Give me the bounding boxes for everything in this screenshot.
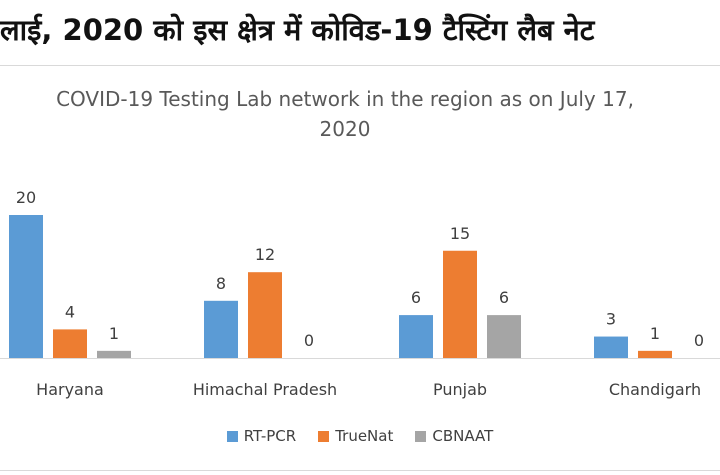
category-label: Chandigarh xyxy=(609,380,701,399)
data-label: 6 xyxy=(499,288,509,307)
bar-truenat-haryana xyxy=(53,329,87,358)
legend-label: TrueNat xyxy=(335,427,394,445)
legend-item: RT-PCR xyxy=(226,426,297,446)
legend-label: RT-PCR xyxy=(243,427,297,445)
category-label: Haryana xyxy=(36,380,104,399)
legend-label: CBNAAT xyxy=(432,427,494,445)
bar-truenat-punjab xyxy=(443,250,477,358)
bar-cbnaat-punjab xyxy=(487,315,521,358)
chart-frame-top xyxy=(0,65,720,66)
data-label: 1 xyxy=(650,324,660,343)
bar-rt-pcr-himachal-pradesh xyxy=(204,300,238,358)
data-label: 8 xyxy=(216,274,226,293)
bar-truenat-himachal-pradesh xyxy=(248,272,282,358)
bar-truenat-chandigarh xyxy=(638,350,672,358)
bar-rt-pcr-chandigarh xyxy=(594,336,628,358)
chart-title: COVID-19 Testing Lab network in the regi… xyxy=(0,84,690,144)
data-label: 4 xyxy=(65,302,75,321)
chart-frame-bottom xyxy=(0,470,720,471)
data-label: 1 xyxy=(109,324,119,343)
legend-item: TrueNat xyxy=(318,426,393,446)
category-label: Punjab xyxy=(433,380,487,399)
headline: लाई, 2020 को इस क्षेत्र में कोविड-19 टैस… xyxy=(0,13,595,47)
legend-item: CBNAAT xyxy=(415,426,493,446)
data-label: 0 xyxy=(694,331,704,350)
chart-title-line-1: COVID-19 Testing Lab network in the regi… xyxy=(56,87,634,111)
chart-legend: RT-PCR TrueNat CBNAAT xyxy=(0,426,720,446)
data-label: 20 xyxy=(16,188,36,207)
bar-cbnaat-haryana xyxy=(97,350,131,358)
legend-swatch xyxy=(415,430,427,442)
bar-rt-pcr-haryana xyxy=(9,215,43,358)
legend-swatch xyxy=(226,430,238,442)
data-label: 12 xyxy=(255,245,275,264)
data-label: 15 xyxy=(450,224,470,243)
data-label: 6 xyxy=(411,288,421,307)
category-label: Himachal Pradesh xyxy=(193,380,337,399)
chart-title-line-2: 2020 xyxy=(319,117,371,141)
bar-rt-pcr-punjab xyxy=(399,315,433,358)
data-label: 3 xyxy=(606,310,616,329)
data-label: 0 xyxy=(304,331,314,350)
legend-swatch xyxy=(318,430,330,442)
